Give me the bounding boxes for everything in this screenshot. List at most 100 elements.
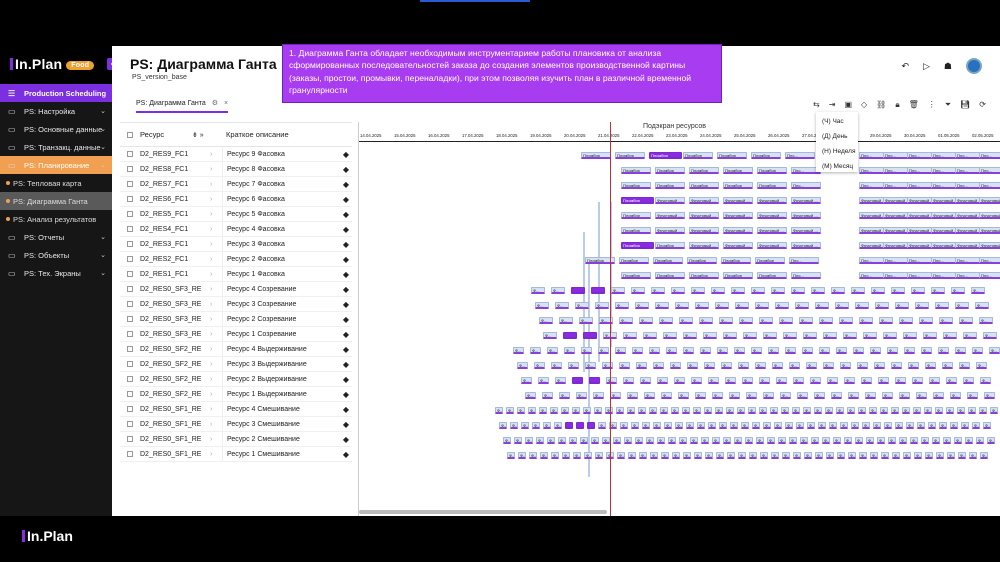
- gantt-task[interactable]: Пломбир: [757, 167, 787, 174]
- header-resource[interactable]: Ресурс: [140, 130, 165, 139]
- gantt-task[interactable]: Ф...: [839, 317, 853, 324]
- gantt-task[interactable]: Ф...: [539, 407, 547, 414]
- gantt-task[interactable]: Ф...: [767, 437, 775, 444]
- gantt-task[interactable]: Ф...: [715, 302, 729, 309]
- gantt-task[interactable]: Ф...: [721, 362, 732, 369]
- gantt-task[interactable]: Ф...: [514, 437, 522, 444]
- gantt-task[interactable]: Ф...: [723, 332, 737, 339]
- gantt-task[interactable]: Ф...: [819, 317, 833, 324]
- gantt-task[interactable]: Ф...: [611, 287, 625, 294]
- table-row[interactable]: D2_RES4_FC1 › Ресурс 4 Фасовка ◆: [120, 221, 352, 237]
- gantt-task[interactable]: Ф...: [661, 452, 669, 459]
- gantt-task[interactable]: Ф...: [725, 377, 736, 384]
- row-checkbox[interactable]: [127, 346, 133, 352]
- gantt-task[interactable]: Ф...: [763, 392, 774, 399]
- gantt-task[interactable]: Ф...: [583, 407, 591, 414]
- gantt-task[interactable]: Ф...: [719, 422, 727, 429]
- row-checkbox[interactable]: [127, 376, 133, 382]
- paint-bucket-icon[interactable]: ◆: [342, 359, 350, 369]
- gantt-task[interactable]: Пломбир: [621, 212, 651, 219]
- gantt-task[interactable]: Ф...: [683, 347, 694, 354]
- gantt-task[interactable]: Ф...: [661, 392, 672, 399]
- gantt-task[interactable]: Ф...: [792, 407, 800, 414]
- gantt-task[interactable]: Ф...: [525, 392, 536, 399]
- gantt-task[interactable]: Ф...: [760, 452, 768, 459]
- gantt-task[interactable]: Ф...: [738, 452, 746, 459]
- gantt-task[interactable]: Ф...: [855, 302, 869, 309]
- gantt-task[interactable]: Ф...: [547, 437, 555, 444]
- gantt-task[interactable]: Ф...: [763, 422, 771, 429]
- chevron-right-icon[interactable]: ›: [210, 315, 213, 323]
- gantt-task[interactable]: Ф...: [925, 452, 933, 459]
- gantt-task[interactable]: Ф...: [781, 407, 789, 414]
- gantt-task[interactable]: Ф...: [859, 452, 867, 459]
- gantt-task[interactable]: Фруктовый ...: [757, 212, 787, 219]
- gantt-task[interactable]: Пломбир: [757, 182, 787, 189]
- row-checkbox[interactable]: [127, 151, 133, 157]
- gantt-task[interactable]: Ф...: [895, 302, 909, 309]
- gantt-task[interactable]: Ф...: [954, 437, 962, 444]
- gantt-task[interactable]: Ф...: [734, 437, 742, 444]
- gantt-task[interactable]: Ф...: [939, 317, 953, 324]
- gantt-task[interactable]: Ф...: [979, 407, 987, 414]
- gantt-task[interactable]: Ф...: [653, 362, 664, 369]
- gantt-task[interactable]: Ф...: [789, 362, 800, 369]
- gantt-task[interactable]: Ф...: [598, 347, 609, 354]
- gantt-task[interactable]: Ф...: [576, 392, 587, 399]
- gantt-task[interactable]: Ф...: [627, 392, 638, 399]
- gantt-task[interactable]: Ф...: [791, 287, 805, 294]
- chevron-right-icon[interactable]: ›: [210, 195, 213, 203]
- paint-bucket-icon[interactable]: ◆: [342, 389, 350, 399]
- gantt-task[interactable]: Ф...: [833, 437, 841, 444]
- gantt-task[interactable]: Ф...: [883, 332, 897, 339]
- row-checkbox[interactable]: [127, 166, 133, 172]
- gantt-task[interactable]: Ф...: [517, 407, 525, 414]
- gantt-task[interactable]: Ф...: [529, 452, 537, 459]
- gantt-task[interactable]: Ф...: [880, 407, 888, 414]
- gantt-task[interactable]: Ф...: [518, 452, 526, 459]
- gantt-task[interactable]: Ф...: [599, 317, 613, 324]
- gantt-task[interactable]: [583, 332, 597, 339]
- table-row[interactable]: D2_RES2_FC1 › Ресурс 2 Фасовка ◆: [120, 251, 352, 267]
- gantt-task[interactable]: Ф...: [935, 302, 949, 309]
- gantt-task[interactable]: Ф...: [793, 452, 801, 459]
- gantt-task[interactable]: Ф...: [749, 452, 757, 459]
- gantt-task[interactable]: Ф...: [715, 407, 723, 414]
- gantt-task[interactable]: Ф...: [643, 332, 657, 339]
- gantt-task[interactable]: Ф...: [666, 347, 677, 354]
- gantt-task[interactable]: Ф...: [939, 422, 947, 429]
- gantt-task[interactable]: Ф...: [716, 452, 724, 459]
- gantt-task[interactable]: Ф...: [674, 377, 685, 384]
- sidebar-item[interactable]: PS: Анализ результатов: [0, 210, 112, 228]
- table-row[interactable]: D2_RES0_SF2_RE › Ресурс 3 Выдерживание ◆: [120, 356, 352, 372]
- gantt-task[interactable]: Ф...: [631, 287, 645, 294]
- gantt-task[interactable]: Ф...: [653, 422, 661, 429]
- table-row[interactable]: D2_RES0_SF3_RE › Ресурс 4 Созревание ◆: [120, 281, 352, 297]
- gantt-task[interactable]: Ф...: [538, 377, 549, 384]
- table-row[interactable]: D2_RES8_FC1 › Ресурс 8 Фасовка ◆: [120, 161, 352, 177]
- gantt-task[interactable]: Ф...: [913, 407, 921, 414]
- gantt-task[interactable]: Пло...: [979, 272, 1000, 279]
- gantt-task[interactable]: Ф...: [888, 437, 896, 444]
- gantt-task[interactable]: Ф...: [697, 422, 705, 429]
- gantt-task[interactable]: Ф...: [623, 332, 637, 339]
- gantt-task[interactable]: Ф...: [663, 332, 677, 339]
- gantt-task[interactable]: Ф...: [678, 392, 689, 399]
- chevron-right-icon[interactable]: ›: [210, 420, 213, 428]
- gantt-task[interactable]: Пломбир: [655, 167, 685, 174]
- gantt-task[interactable]: Ф...: [881, 452, 889, 459]
- gantt-task[interactable]: Ф...: [802, 347, 813, 354]
- gantt-task[interactable]: Ф...: [924, 407, 932, 414]
- avatar[interactable]: [966, 58, 982, 74]
- row-checkbox[interactable]: [127, 196, 133, 202]
- gantt-task[interactable]: Ф...: [602, 437, 610, 444]
- table-row[interactable]: D2_RES0_SF2_RE › Ресурс 2 Выдерживание ◆: [120, 371, 352, 387]
- gantt-task[interactable]: Ф...: [693, 407, 701, 414]
- table-row[interactable]: D2_RES0_SF3_RE › Ресурс 3 Созревание ◆: [120, 296, 352, 312]
- gantt-task[interactable]: Ф...: [745, 437, 753, 444]
- horizontal-scrollbar[interactable]: [359, 510, 607, 514]
- paint-bucket-icon[interactable]: ◆: [342, 374, 350, 384]
- row-checkbox[interactable]: [127, 421, 133, 427]
- gantt-task[interactable]: Фруктовый ...: [689, 227, 719, 234]
- gantt-task[interactable]: Ф...: [683, 332, 697, 339]
